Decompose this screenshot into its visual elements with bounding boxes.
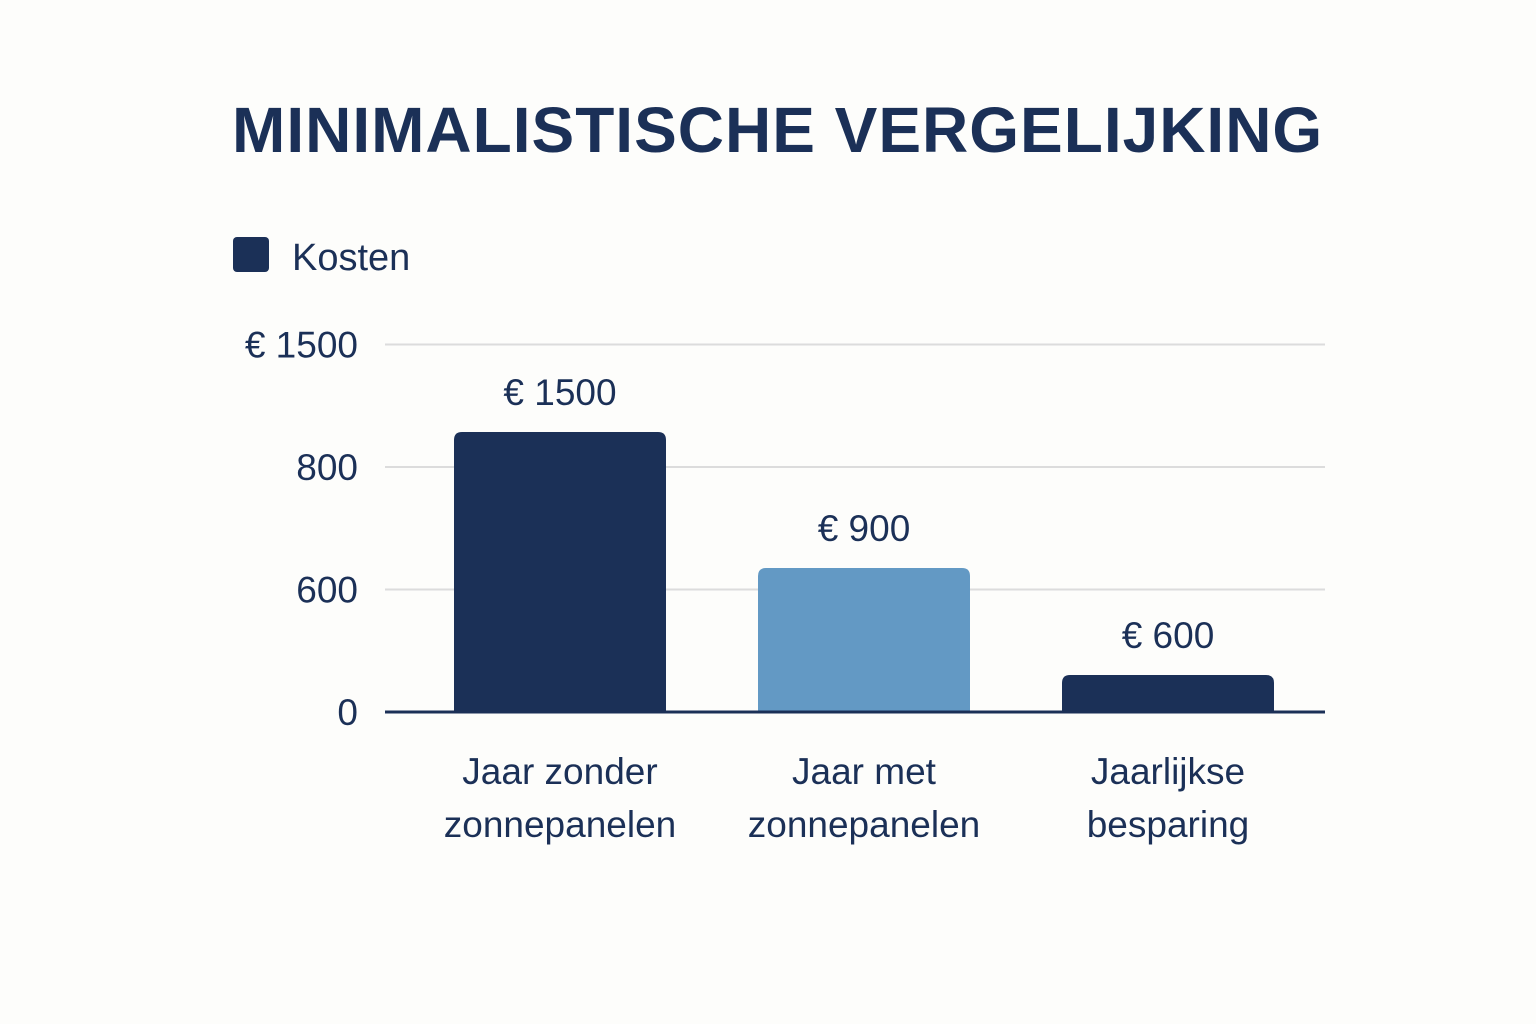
bar (1062, 675, 1274, 712)
bar (758, 568, 970, 712)
x-category-label: zonnepanelen (748, 804, 981, 845)
y-tick-label: 600 (296, 570, 358, 611)
bar (454, 432, 666, 712)
x-category-label: zonnepanelen (444, 804, 677, 845)
legend: Kosten (233, 237, 410, 279)
bar-value-label: € 600 (1122, 615, 1215, 656)
y-tick-label: 0 (337, 692, 358, 733)
x-category-label: besparing (1087, 804, 1250, 845)
chart-title: MINIMALISTISCHE VERGELIJKING (232, 94, 1323, 166)
x-category-label: Jaar zonder (462, 751, 657, 792)
legend-swatch (233, 237, 269, 272)
bar-value-label: € 900 (818, 508, 911, 549)
legend-label: Kosten (292, 237, 410, 279)
y-tick-label: 800 (296, 447, 358, 488)
bar-value-label: € 1500 (503, 372, 616, 413)
y-tick-label: € 1500 (245, 325, 358, 366)
x-category-label: Jaarlijkse (1091, 751, 1245, 792)
x-category-label: Jaar met (792, 751, 937, 792)
